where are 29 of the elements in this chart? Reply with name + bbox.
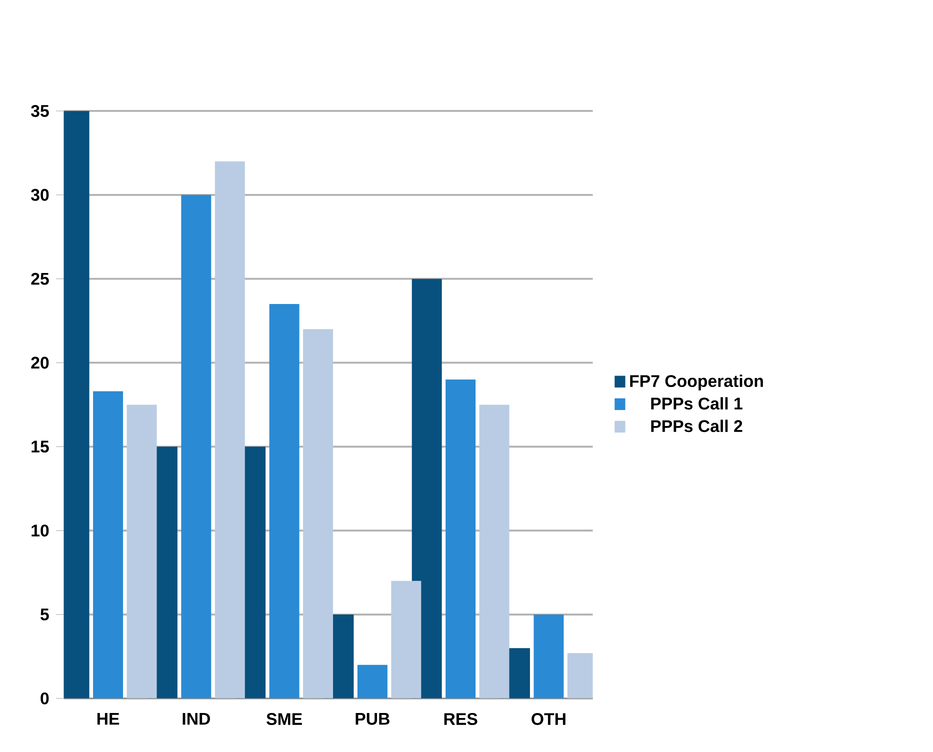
y-tick-label: 25	[31, 272, 49, 285]
bar	[269, 304, 300, 699]
y-tick-label: 35	[30, 105, 49, 118]
legend-label: PPPs Call 1	[651, 397, 742, 410]
bar	[126, 404, 157, 699]
y-tick-label: 0	[40, 692, 49, 705]
y-tick-label: 10	[32, 524, 49, 537]
bar	[534, 614, 564, 699]
x-tick-label: OTH	[532, 713, 566, 726]
bar	[479, 404, 510, 699]
x-tick-label: HE	[97, 713, 120, 725]
y-tick-label: 5	[40, 608, 49, 621]
bar	[412, 278, 442, 699]
legend-label: FP7 Cooperation	[630, 374, 763, 391]
bar	[93, 391, 124, 699]
bar	[303, 329, 334, 699]
y-tick-label: 30	[30, 189, 49, 201]
x-tick-label: IND	[182, 713, 210, 725]
y-tick-label: 20	[31, 356, 49, 369]
bar	[357, 664, 388, 699]
x-tick-label: SME	[266, 713, 302, 726]
bar	[181, 195, 212, 699]
bar	[446, 380, 476, 699]
legend-label: PPPs Call 2	[651, 420, 742, 432]
x-tick-label: RES	[444, 713, 478, 726]
bar	[214, 161, 245, 699]
x-tick-label: PUB	[356, 713, 390, 725]
y-tick-label: 15	[32, 440, 49, 453]
bar	[391, 581, 422, 699]
